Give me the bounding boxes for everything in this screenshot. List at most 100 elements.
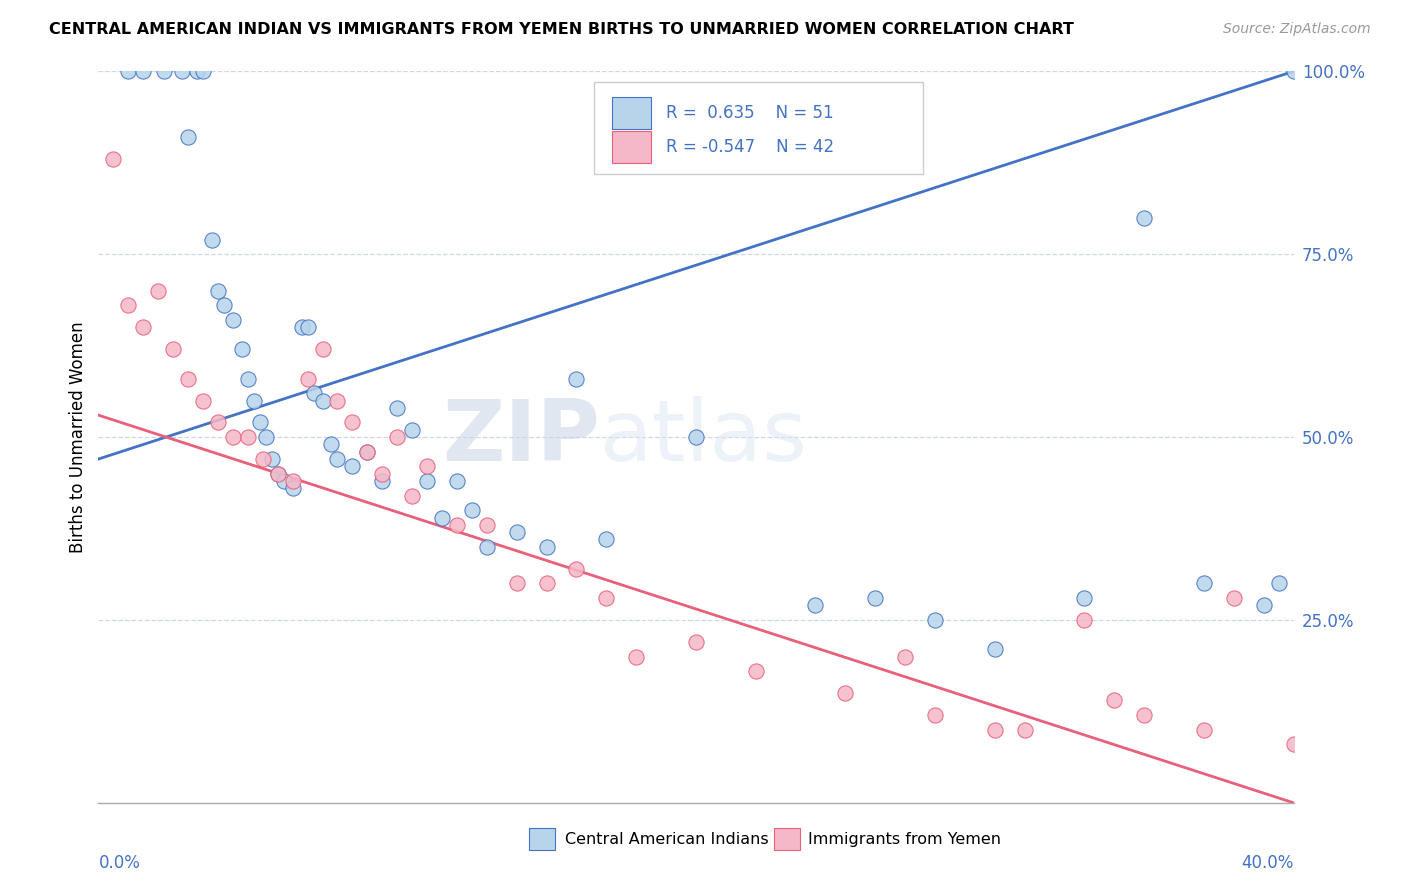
Point xyxy=(177,371,200,385)
Bar xyxy=(773,829,800,850)
Point xyxy=(984,642,1007,657)
Bar xyxy=(529,829,555,850)
Point xyxy=(117,298,139,312)
Point xyxy=(252,452,274,467)
Point xyxy=(536,540,558,554)
Point xyxy=(231,343,253,357)
Point xyxy=(595,533,617,547)
Point xyxy=(132,320,155,334)
Point xyxy=(371,474,394,488)
Point xyxy=(207,416,229,430)
Point xyxy=(281,474,304,488)
Point xyxy=(446,517,468,532)
Point xyxy=(1282,64,1305,78)
Point xyxy=(148,284,170,298)
Point xyxy=(321,437,343,451)
Point xyxy=(153,64,176,78)
Text: 0.0%: 0.0% xyxy=(98,854,141,872)
Point xyxy=(177,130,200,145)
Point xyxy=(297,371,319,385)
Text: R =  0.635    N = 51: R = 0.635 N = 51 xyxy=(666,104,834,122)
Point xyxy=(626,649,648,664)
Point xyxy=(243,393,266,408)
Point xyxy=(834,686,856,700)
Point xyxy=(1223,591,1246,605)
Point xyxy=(273,474,295,488)
Point xyxy=(260,452,283,467)
Point xyxy=(894,649,917,664)
Point xyxy=(356,444,378,458)
Point xyxy=(267,467,290,481)
Point xyxy=(186,64,208,78)
Point xyxy=(103,152,125,166)
Point xyxy=(172,64,194,78)
Point xyxy=(207,284,229,298)
Point xyxy=(385,430,409,444)
Point xyxy=(475,540,498,554)
Point xyxy=(212,298,235,312)
Point xyxy=(1014,723,1036,737)
Point xyxy=(416,474,439,488)
Bar xyxy=(613,130,651,163)
Point xyxy=(371,467,394,481)
Point xyxy=(385,401,409,415)
Point xyxy=(191,64,214,78)
Point xyxy=(865,591,887,605)
Text: 40.0%: 40.0% xyxy=(1241,854,1294,872)
Point xyxy=(804,599,827,613)
Point xyxy=(446,474,468,488)
Point xyxy=(254,430,277,444)
Point xyxy=(565,371,588,385)
Point xyxy=(1073,591,1095,605)
Point xyxy=(249,416,271,430)
Point xyxy=(326,452,349,467)
Point xyxy=(1267,576,1289,591)
Point xyxy=(565,562,588,576)
Text: atlas: atlas xyxy=(600,395,808,479)
Point xyxy=(924,708,946,723)
Point xyxy=(356,444,378,458)
Point xyxy=(267,467,290,481)
Bar xyxy=(613,97,651,129)
Point xyxy=(326,393,349,408)
Text: Source: ZipAtlas.com: Source: ZipAtlas.com xyxy=(1223,22,1371,37)
Point xyxy=(924,613,946,627)
Point xyxy=(475,517,498,532)
Point xyxy=(342,416,364,430)
Y-axis label: Births to Unmarried Women: Births to Unmarried Women xyxy=(69,321,87,553)
Point xyxy=(162,343,184,357)
Point xyxy=(416,459,439,474)
Point xyxy=(506,525,529,540)
Point xyxy=(430,510,453,524)
Point xyxy=(1133,708,1156,723)
Point xyxy=(461,503,484,517)
FancyBboxPatch shape xyxy=(595,82,922,174)
Point xyxy=(506,576,529,591)
Point xyxy=(342,459,364,474)
Text: Immigrants from Yemen: Immigrants from Yemen xyxy=(808,832,1001,847)
Point xyxy=(132,64,155,78)
Point xyxy=(984,723,1007,737)
Text: R = -0.547    N = 42: R = -0.547 N = 42 xyxy=(666,137,834,156)
Point xyxy=(291,320,314,334)
Point xyxy=(685,430,707,444)
Point xyxy=(536,576,558,591)
Point xyxy=(745,664,768,678)
Point xyxy=(401,489,423,503)
Point xyxy=(236,430,259,444)
Point xyxy=(595,591,617,605)
Point xyxy=(117,64,139,78)
Point xyxy=(401,423,423,437)
Point xyxy=(311,393,333,408)
Point xyxy=(311,343,333,357)
Point xyxy=(685,635,707,649)
Point xyxy=(1192,576,1215,591)
Point xyxy=(1253,599,1275,613)
Point xyxy=(201,233,224,247)
Point xyxy=(302,386,325,401)
Point xyxy=(236,371,259,385)
Point xyxy=(297,320,319,334)
Point xyxy=(1192,723,1215,737)
Point xyxy=(222,430,245,444)
Text: Central American Indians: Central American Indians xyxy=(565,832,768,847)
